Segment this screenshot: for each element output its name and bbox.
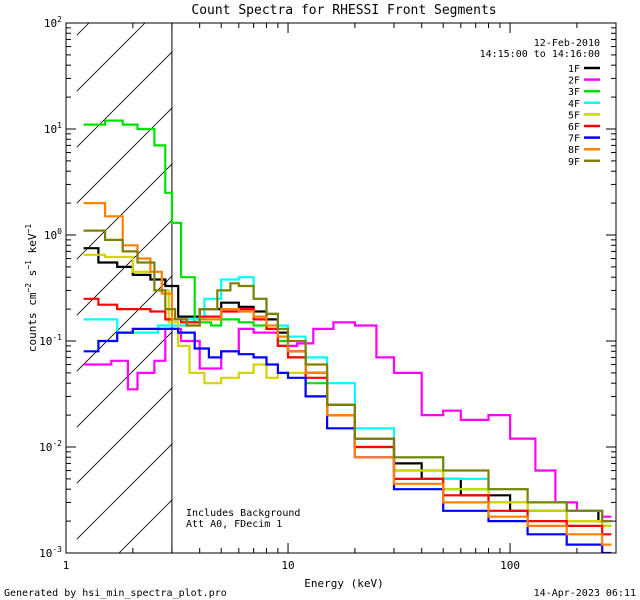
y-tick-label: 10-2 [39, 439, 62, 454]
annotation-attenuator: Att A0, FDecim 1 [186, 519, 282, 530]
hatch-line [76, 163, 172, 260]
x-axis-label: Energy (keV) [304, 577, 383, 590]
x-tick-label: 10 [281, 559, 294, 572]
legend-label-2F: 2F [568, 76, 580, 87]
footer-timestamp: 14-Apr-2023 06:11 [534, 588, 636, 599]
x-tick-labels: 1 10 100 [63, 559, 520, 572]
legend-label-5F: 5F [568, 110, 580, 121]
hatched-region [76, 23, 172, 553]
hatch-line [76, 387, 172, 484]
hatch-line [76, 107, 172, 204]
y-tick-label: 102 [44, 15, 62, 30]
y-tick-label: 100 [44, 227, 62, 242]
generated-by-label: Generated by hsi_min_spectra_plot.pro [4, 588, 227, 599]
series-8F [83, 202, 612, 546]
legend-label-7F: 7F [568, 134, 580, 145]
y-tick-base: 10 [44, 229, 57, 242]
time-range-label: 14:15:00 to 14:16:00 [480, 49, 600, 60]
hatch-line [76, 219, 172, 316]
axis-ticks [65, 22, 617, 554]
hatch-line [118, 499, 172, 553]
legend-label-3F: 3F [568, 87, 580, 98]
y-tick-exp: 2 [57, 15, 62, 24]
y-tick-label: 10-1 [39, 333, 62, 348]
y-axis-label: counts cm−2 s−1 keV−1 [24, 224, 39, 352]
chart-title: Count Spectra for RHESSI Front Segments [191, 3, 496, 18]
y-tick-label: 10-3 [39, 545, 62, 560]
y-tick-exp: 1 [57, 121, 62, 130]
hatch-line [76, 443, 172, 540]
series-6F [83, 297, 612, 536]
y-tick-base: 10 [39, 547, 52, 560]
series-5F [83, 253, 612, 527]
legend-label-9F: 9F [568, 157, 580, 168]
hatch-line [76, 23, 146, 92]
date-label: 12-Feb-2010 [534, 38, 600, 49]
hatch-line [76, 51, 172, 148]
annotation-background: Includes Background [186, 508, 300, 519]
series-9F [83, 229, 612, 523]
x-tick-label: 100 [500, 559, 520, 572]
legend-label-6F: 6F [568, 122, 580, 133]
series-4F [83, 276, 612, 523]
hatch-line [76, 331, 172, 428]
series-2F [83, 321, 612, 518]
series-7F [83, 327, 612, 553]
series-layer [83, 119, 612, 553]
y-tick-exp: 0 [57, 227, 62, 236]
y-tick-exp: -1 [52, 333, 62, 342]
x-tick-label: 1 [63, 559, 70, 572]
legend-label-8F: 8F [568, 145, 580, 156]
y-tick-exp: -2 [52, 439, 62, 448]
y-tick-base: 10 [39, 441, 52, 454]
plot-frame [65, 22, 617, 554]
hatch-line [76, 275, 172, 372]
y-tick-label: 101 [44, 121, 62, 136]
hatch-line [76, 23, 90, 36]
y-tick-base: 10 [44, 123, 57, 136]
y-tick-exp: -3 [52, 545, 62, 554]
legend-label-1F: 1F [568, 64, 580, 75]
legend-label-4F: 4F [568, 99, 580, 110]
y-tick-base: 10 [39, 335, 52, 348]
y-tick-base: 10 [44, 17, 57, 30]
